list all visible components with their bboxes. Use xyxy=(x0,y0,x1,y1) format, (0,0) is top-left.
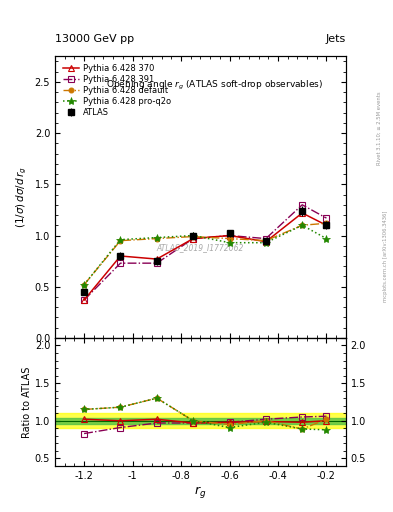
Text: ATLAS_2019_I1772062: ATLAS_2019_I1772062 xyxy=(157,243,244,252)
Pythia 6.428 pro-q2o xyxy=(324,236,329,242)
X-axis label: $r_g$: $r_g$ xyxy=(194,483,207,500)
Pythia 6.428 pro-q2o xyxy=(263,240,268,246)
Line: Pythia 6.428 391: Pythia 6.428 391 xyxy=(81,202,330,303)
Pythia 6.428 default xyxy=(324,220,329,226)
Pythia 6.428 default xyxy=(82,282,86,288)
Pythia 6.428 pro-q2o xyxy=(154,234,159,241)
Pythia 6.428 391 xyxy=(154,260,159,266)
Pythia 6.428 370 xyxy=(191,236,195,242)
Pythia 6.428 391 xyxy=(324,215,329,221)
Text: 13000 GeV pp: 13000 GeV pp xyxy=(55,33,134,44)
Pythia 6.428 370 xyxy=(263,239,268,245)
Y-axis label: Ratio to ATLAS: Ratio to ATLAS xyxy=(22,366,32,438)
Pythia 6.428 pro-q2o xyxy=(227,240,232,246)
Pythia 6.428 default xyxy=(118,238,123,244)
Pythia 6.428 370 xyxy=(82,297,86,303)
Line: Pythia 6.428 default: Pythia 6.428 default xyxy=(82,221,329,287)
Line: Pythia 6.428 370: Pythia 6.428 370 xyxy=(81,209,330,304)
Pythia 6.428 pro-q2o xyxy=(191,232,195,239)
Pythia 6.428 default xyxy=(300,222,305,228)
Pythia 6.428 370 xyxy=(324,222,329,228)
Pythia 6.428 370 xyxy=(154,256,159,262)
Pythia 6.428 370 xyxy=(118,253,123,259)
Text: mcplots.cern.ch [arXiv:1306.3436]: mcplots.cern.ch [arXiv:1306.3436] xyxy=(383,210,387,302)
Text: Jets: Jets xyxy=(325,33,346,44)
Pythia 6.428 391 xyxy=(191,236,195,242)
Pythia 6.428 391 xyxy=(300,202,305,208)
Pythia 6.428 391 xyxy=(82,297,86,303)
Legend: Pythia 6.428 370, Pythia 6.428 391, Pythia 6.428 default, Pythia 6.428 pro-q2o, : Pythia 6.428 370, Pythia 6.428 391, Pyth… xyxy=(59,60,175,120)
Pythia 6.428 default xyxy=(191,233,195,240)
Pythia 6.428 pro-q2o xyxy=(300,222,305,228)
Y-axis label: $(1/\sigma)\,d\sigma/d\,r_g$: $(1/\sigma)\,d\sigma/d\,r_g$ xyxy=(15,166,29,228)
Pythia 6.428 391 xyxy=(227,232,232,239)
Pythia 6.428 391 xyxy=(118,260,123,266)
Pythia 6.428 default xyxy=(227,236,232,242)
Pythia 6.428 391 xyxy=(263,236,268,242)
Line: Pythia 6.428 pro-q2o: Pythia 6.428 pro-q2o xyxy=(80,221,331,289)
Pythia 6.428 370 xyxy=(227,232,232,239)
Pythia 6.428 default xyxy=(263,238,268,244)
Pythia 6.428 pro-q2o xyxy=(118,237,123,243)
Pythia 6.428 370 xyxy=(300,210,305,216)
Text: Opening angle $r_g$ (ATLAS soft-drop observables): Opening angle $r_g$ (ATLAS soft-drop obs… xyxy=(107,79,323,92)
Pythia 6.428 pro-q2o xyxy=(82,282,86,288)
Text: Rivet 3.1.10; ≥ 2.5M events: Rivet 3.1.10; ≥ 2.5M events xyxy=(377,91,382,165)
Pythia 6.428 default xyxy=(154,236,159,242)
